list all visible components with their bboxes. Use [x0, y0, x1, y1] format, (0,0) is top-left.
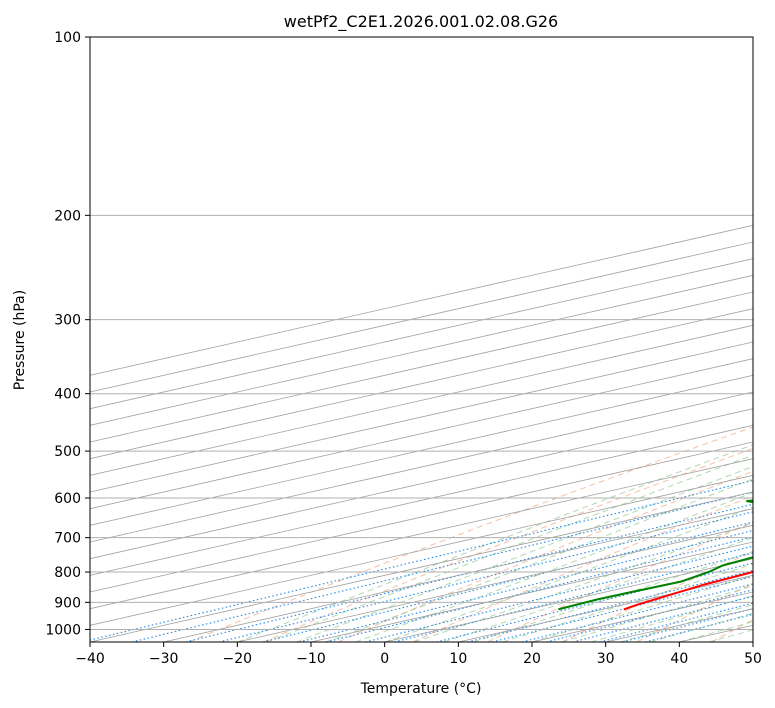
x-tick-label: −20 — [223, 651, 253, 667]
x-tick-label: 50 — [744, 651, 762, 667]
skewed-isotherm — [90, 224, 753, 376]
dry-adiabat — [412, 495, 753, 642]
skewed-isotherm — [90, 274, 753, 426]
y-tick-label: 400 — [54, 387, 81, 403]
x-tick-label: −10 — [296, 651, 326, 667]
y-tick-label: 800 — [54, 565, 81, 581]
y-tick-label: 700 — [54, 531, 81, 547]
dry-adiabat — [188, 426, 753, 642]
dry-adiabat — [562, 550, 753, 642]
x-tick-label: 40 — [670, 651, 688, 667]
plot-frame — [89, 36, 754, 643]
mixing-ratio-line — [365, 545, 753, 642]
x-tick-label: −30 — [149, 651, 179, 667]
x-tick-label: 20 — [523, 651, 541, 667]
moist-adiabat — [384, 506, 753, 642]
skewed-isotherm — [237, 524, 753, 642]
x-tick-label: −40 — [75, 651, 105, 667]
skewed-isotherm — [90, 424, 753, 576]
mixing-ratio-line — [436, 562, 753, 642]
x-tick-label: 10 — [449, 651, 467, 667]
x-axis: −40 −30 −20 −10 0 10 20 30 40 50 — [75, 642, 762, 667]
skewed-isotherm — [90, 491, 753, 642]
x-tick-label: 30 — [597, 651, 615, 667]
moist-adiabat — [325, 478, 753, 642]
grid — [90, 37, 753, 642]
skewed-isotherm — [90, 474, 753, 626]
skewed-isotherm — [90, 441, 753, 593]
skewed-isotherm — [90, 291, 753, 443]
moist-adiabat — [472, 550, 753, 642]
skewed-isotherm — [90, 408, 753, 560]
skewed-isotherm — [90, 308, 753, 460]
skewed-isotherm — [90, 241, 753, 393]
skewed-isotherm — [90, 258, 753, 410]
skewed-isotherm — [90, 458, 753, 610]
y-tick-label: 600 — [54, 491, 81, 507]
moist-adiabat — [443, 536, 753, 642]
dry-adiabat — [263, 447, 753, 642]
x-axis-label: Temperature (°C) — [360, 681, 482, 697]
moist-adiabat — [237, 444, 753, 642]
y-tick-label: 300 — [54, 313, 81, 329]
moist-adiabat — [266, 454, 753, 642]
x-tick-label: 0 — [380, 651, 389, 667]
mixing-ratio-line — [492, 575, 753, 642]
skewed-isotherm — [90, 391, 753, 543]
y-tick-label: 100 — [54, 30, 81, 46]
y-tick-label: 500 — [54, 444, 81, 460]
chart-title: wetPf2_C2E1.2026.001.02.08.G26 — [284, 12, 558, 32]
moist-adiabat — [355, 491, 753, 642]
y-tick-label: 200 — [54, 208, 81, 224]
y-axis: 100 200 300 400 500 600 700 800 900 1000 — [45, 30, 90, 638]
mixing-ratio-line — [90, 479, 753, 641]
mixing-ratio-line — [521, 583, 753, 642]
y-axis-label: Pressure (hPa) — [12, 290, 28, 390]
y-tick-label: 900 — [54, 595, 81, 611]
skewed-isotherm — [163, 508, 753, 642]
skewed-isotherm — [90, 324, 753, 476]
y-tick-label: 1000 — [45, 622, 81, 638]
